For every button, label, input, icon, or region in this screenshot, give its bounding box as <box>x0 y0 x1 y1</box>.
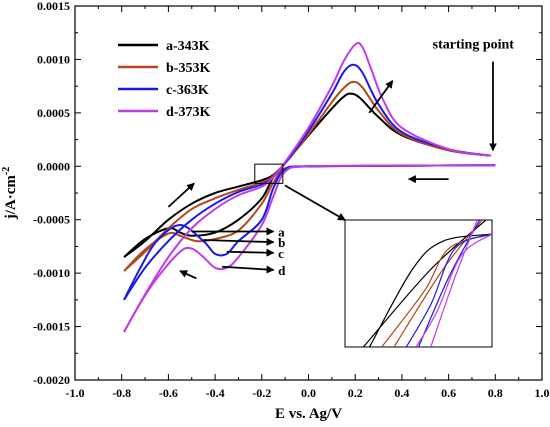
peak-arrow-d <box>222 265 275 274</box>
x-tick-label: -0.8 <box>112 386 131 400</box>
y-tick-label: -0.0005 <box>33 213 70 227</box>
legend-label-a-343K: a-343K <box>166 39 210 54</box>
inset-curve-d-373K-anodic <box>430 220 478 347</box>
legend-label-d-373K: d-373K <box>166 105 210 120</box>
x-tick-label: -0.6 <box>159 386 178 400</box>
sweep-arrow-anodic-peak <box>368 79 394 114</box>
y-tick-label: 0.0005 <box>37 106 70 120</box>
x-tick-label: 0.0 <box>301 386 316 400</box>
x-axis-title: E vs. Ag/V <box>275 406 342 422</box>
x-tick-label: 0.6 <box>441 386 456 400</box>
y-tick-label: -0.0015 <box>33 320 70 334</box>
legend-label-c-363K: c-363K <box>166 83 209 98</box>
y-tick-label: 0.0010 <box>37 52 70 66</box>
y-axis-title-main: j/A·cm <box>3 175 19 221</box>
peak-label-b: b <box>278 235 285 250</box>
peak-label-a: a <box>278 224 285 239</box>
y-tick-label: 0.0000 <box>37 159 70 173</box>
starting-point-label: starting point <box>433 38 515 53</box>
y-tick-label: 0.0015 <box>37 0 70 13</box>
inset-curves <box>362 220 492 347</box>
peak-arrow-b <box>203 237 275 246</box>
y-axis-title: j/A·cm-2 <box>1 167 19 221</box>
inset-curve-c-363K-cathodic <box>405 233 492 347</box>
x-tick-label: 0.2 <box>348 386 363 400</box>
y-tick-label: -0.0020 <box>33 373 70 387</box>
sweep-arrow-reverse <box>167 182 195 208</box>
inset-zoom <box>344 219 493 348</box>
inset-curve-d-373K-cathodic <box>415 233 492 347</box>
x-tick-label: -1.0 <box>66 386 85 400</box>
y-axis-title-exponent: -2 <box>1 167 12 175</box>
peak-label-c: c <box>278 246 284 261</box>
zoom-pointer-arrow <box>284 184 346 221</box>
series-layer <box>123 41 496 333</box>
series-c-363K-anodic-branch <box>123 63 491 301</box>
legend-label-b-353K: b-353K <box>166 61 210 76</box>
y-tick-label: -0.0010 <box>33 266 70 280</box>
x-tick-label: 1.0 <box>535 386 550 400</box>
sweep-arrow-lower <box>179 270 197 280</box>
peak-arrow-c <box>226 248 275 257</box>
peak-label-d: d <box>278 263 286 278</box>
x-tick-label: 0.8 <box>488 386 503 400</box>
legend: a-343K b-353K c-363K d-373K <box>118 39 210 120</box>
series-d-373K-anodic-branch <box>123 41 491 333</box>
zoom-region-box <box>254 163 284 184</box>
x-tick-label: 0.4 <box>394 386 409 400</box>
x-tick-label: -0.2 <box>252 386 271 400</box>
x-tick-label: -0.4 <box>206 386 225 400</box>
